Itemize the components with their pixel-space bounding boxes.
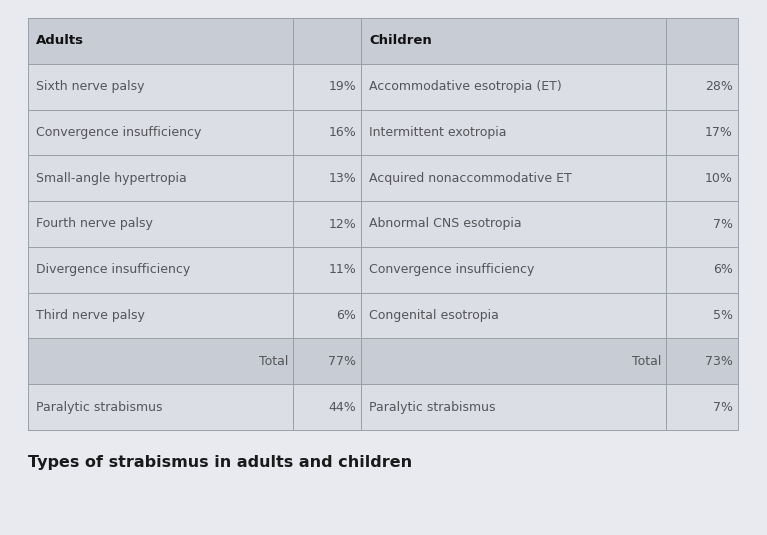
Bar [28,201,293,247]
Text: Small-angle hypertropia: Small-angle hypertropia [36,172,186,185]
Bar [666,339,738,384]
Bar [28,155,293,201]
Bar [293,110,361,155]
Text: Intermittent exotropia: Intermittent exotropia [369,126,506,139]
Bar [666,384,738,430]
Text: 44%: 44% [328,401,356,414]
Text: 19%: 19% [328,80,356,93]
Text: 12%: 12% [328,218,356,231]
Text: Children: Children [369,34,432,48]
Bar [666,201,738,247]
Text: 7%: 7% [713,218,733,231]
Text: 7%: 7% [713,401,733,414]
Bar [666,155,738,201]
Text: 6%: 6% [713,263,733,276]
Bar [28,64,293,110]
Text: Divergence insufficiency: Divergence insufficiency [36,263,190,276]
Text: Total: Total [258,355,288,368]
Bar [28,247,293,293]
Bar [293,18,361,64]
Text: Fourth nerve palsy: Fourth nerve palsy [36,218,153,231]
Bar [28,339,293,384]
Bar [361,18,666,64]
Bar [361,64,666,110]
Bar [361,155,666,201]
Bar [28,110,293,155]
Bar [666,110,738,155]
Bar [666,64,738,110]
Bar [293,339,361,384]
Bar [361,201,666,247]
Text: Acquired nonaccommodative ET: Acquired nonaccommodative ET [369,172,571,185]
Text: Third nerve palsy: Third nerve palsy [36,309,145,322]
Text: 77%: 77% [328,355,356,368]
Text: Types of strabismus in adults and children: Types of strabismus in adults and childr… [28,455,412,470]
Text: 73%: 73% [705,355,733,368]
Text: Congenital esotropia: Congenital esotropia [369,309,499,322]
Text: Convergence insufficiency: Convergence insufficiency [369,263,535,276]
Bar [293,64,361,110]
Text: Convergence insufficiency: Convergence insufficiency [36,126,202,139]
Bar [293,384,361,430]
Bar [361,247,666,293]
Bar [361,339,666,384]
Text: Sixth nerve palsy: Sixth nerve palsy [36,80,144,93]
Text: 17%: 17% [705,126,733,139]
Text: Adults: Adults [36,34,84,48]
Text: Accommodative esotropia (ET): Accommodative esotropia (ET) [369,80,561,93]
Text: Total: Total [632,355,661,368]
Bar [293,201,361,247]
Bar [28,18,293,64]
Bar [28,384,293,430]
Bar [361,110,666,155]
Text: 10%: 10% [705,172,733,185]
Bar [293,247,361,293]
Text: 6%: 6% [336,309,356,322]
Text: Paralytic strabismus: Paralytic strabismus [369,401,495,414]
Bar [666,247,738,293]
Text: 13%: 13% [328,172,356,185]
Bar [293,293,361,339]
Text: 16%: 16% [328,126,356,139]
Bar [28,293,293,339]
Bar [361,384,666,430]
Text: 11%: 11% [328,263,356,276]
Text: Paralytic strabismus: Paralytic strabismus [36,401,163,414]
Bar [666,293,738,339]
Text: 28%: 28% [705,80,733,93]
Bar [293,155,361,201]
Text: Abnormal CNS esotropia: Abnormal CNS esotropia [369,218,522,231]
Text: 5%: 5% [713,309,733,322]
Bar [361,293,666,339]
Bar [666,18,738,64]
